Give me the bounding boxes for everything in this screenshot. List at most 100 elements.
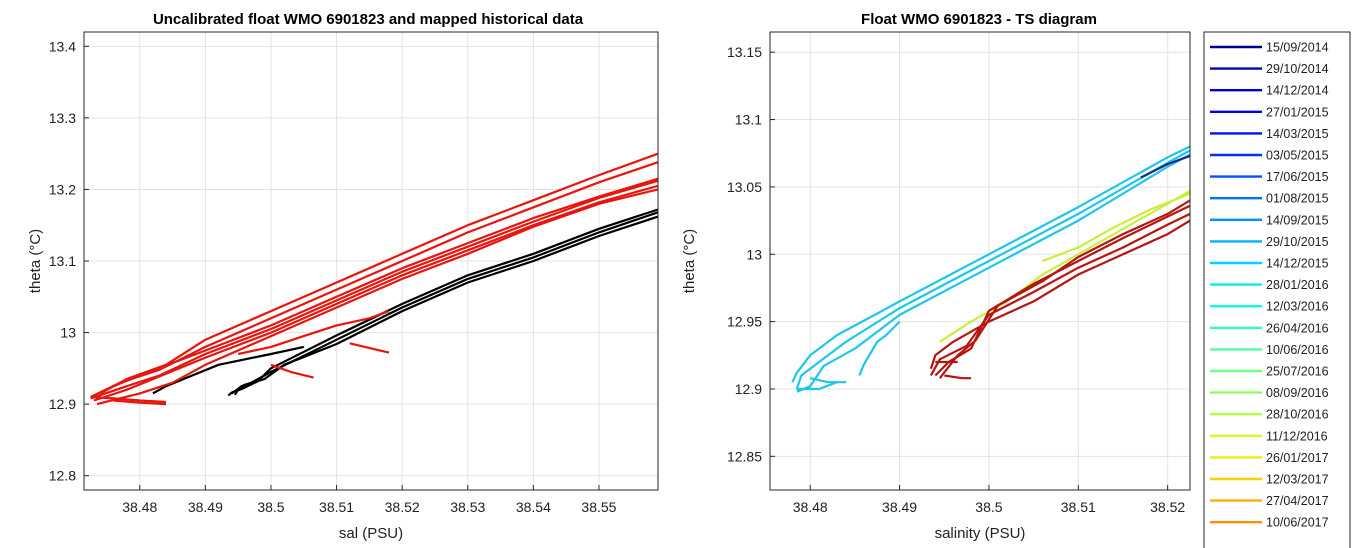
- y-tick-label: 12.9: [49, 396, 76, 412]
- series-2-profile-4: [96, 188, 658, 406]
- x-tick-label: 38.5: [975, 499, 1002, 515]
- legend-label: 03/05/2015: [1266, 149, 1329, 163]
- y-tick-label: 12.8: [49, 468, 76, 484]
- legend-label: 12/03/2017: [1266, 473, 1329, 487]
- x-axis-label: salinity (PSU): [935, 525, 1026, 542]
- x-tick-label: 38.53: [450, 499, 485, 515]
- legend-label: 29/10/2014: [1266, 62, 1329, 76]
- legend-entry: 12/03/2016: [1210, 300, 1329, 314]
- series-2-profile-1: [1140, 154, 1190, 179]
- legend-label: 29/10/2015: [1266, 235, 1329, 249]
- series-4-profile-2: [929, 212, 1190, 377]
- x-tick-label: 38.49: [188, 499, 223, 515]
- legend-label: 27/04/2017: [1266, 494, 1329, 508]
- series-1-profile-2: [791, 145, 1190, 383]
- series-3-profile-1: [939, 190, 1190, 343]
- legend-label: 11/12/2016: [1266, 429, 1328, 443]
- series-2-profile-6: [90, 179, 658, 400]
- legend-entry: 26/04/2016: [1210, 321, 1329, 335]
- legend-label: 15/09/2014: [1266, 41, 1329, 55]
- legend-entry: 10/06/2017: [1210, 516, 1329, 530]
- series-2-profile-10: [349, 342, 390, 354]
- series-2-profile-7: [113, 399, 167, 406]
- series-4-profile-4: [938, 199, 1190, 379]
- series-2-profile-11: [270, 363, 314, 379]
- legend-entry: 29/10/2015: [1210, 235, 1329, 249]
- x-tick-label: 38.54: [516, 499, 551, 515]
- legend-entry: 08/09/2016: [1210, 386, 1329, 400]
- legend-label: 08/09/2016: [1266, 386, 1329, 400]
- x-axis-label: sal (PSU): [339, 525, 403, 542]
- legend-entry: 28/10/2016: [1210, 408, 1329, 422]
- x-tick-label: 38.48: [122, 499, 157, 515]
- x-tick-label: 38.5: [257, 499, 284, 515]
- legend-entry: 12/03/2017: [1210, 473, 1329, 487]
- legend-label: 01/08/2015: [1266, 192, 1329, 206]
- series-4-profile-1: [929, 219, 1190, 370]
- legend-entry: 25/07/2016: [1210, 365, 1329, 379]
- y-tick-label: 13: [746, 246, 762, 262]
- y-tick-label: 13.1: [49, 253, 76, 269]
- y-tick-label: 13.15: [727, 44, 762, 60]
- legend-entry: 17/06/2015: [1210, 170, 1329, 184]
- series-3-profile-2: [1042, 192, 1190, 263]
- series-group: [90, 152, 658, 406]
- x-tick-label: 38.55: [581, 499, 616, 515]
- legend-label: 14/12/2015: [1266, 257, 1329, 271]
- legend-label: 26/01/2017: [1266, 451, 1329, 465]
- y-tick-label: 13.05: [727, 179, 762, 195]
- legend-entry: 29/10/2014: [1210, 62, 1329, 76]
- legend-entry: 03/05/2015: [1210, 149, 1329, 163]
- y-tick-label: 12.9: [735, 381, 762, 397]
- series-1-profile-4: [152, 345, 305, 395]
- legend-entry: 15/09/2014: [1210, 41, 1329, 55]
- legend-label: 14/12/2014: [1266, 84, 1329, 98]
- x-tick-label: 38.51: [319, 499, 354, 515]
- legend-label: 25/07/2016: [1266, 365, 1329, 379]
- series-2-profile-5: [99, 152, 658, 395]
- legend-entry: 10/06/2016: [1210, 343, 1329, 357]
- legend-label: 12/03/2016: [1266, 300, 1329, 314]
- y-tick-label: 13.3: [49, 110, 76, 126]
- x-tick-label: 38.52: [1150, 499, 1185, 515]
- chart-title: Float WMO 6901823 - TS diagram: [861, 11, 1097, 28]
- series-2-profile-2: [93, 184, 658, 402]
- series-2-profile-3: [93, 161, 658, 397]
- series-1-profile-6: [809, 377, 846, 384]
- series-4-profile-5: [944, 374, 972, 380]
- legend-label: 17/06/2015: [1266, 170, 1329, 184]
- series-1-profile-1: [795, 149, 1190, 390]
- grid-lines: [770, 32, 1190, 490]
- y-tick-label: 13.4: [49, 38, 76, 54]
- axes-box: [769, 31, 1191, 491]
- y-tick-label: 13.1: [735, 112, 762, 128]
- y-axis-label: theta (°C): [681, 229, 698, 293]
- chart-title: Uncalibrated float WMO 6901823 and mappe…: [153, 11, 584, 28]
- legend-label: 10/06/2017: [1266, 516, 1329, 530]
- legend-label: 27/01/2015: [1266, 105, 1329, 119]
- legend-entry: 14/03/2015: [1210, 127, 1329, 141]
- series-2-profile-8: [90, 395, 167, 404]
- x-tick-label: 38.48: [793, 499, 828, 515]
- legend-entry: 14/09/2015: [1210, 213, 1329, 227]
- legend-label: 10/06/2016: [1266, 343, 1329, 357]
- chart-panel-2: 38.48 38.49 38.5 38.51 38.52 12.85 12.9 12.95 13…: [681, 11, 1191, 542]
- legend-label: 14/09/2015: [1266, 213, 1329, 227]
- legend-label: 28/01/2016: [1266, 278, 1329, 292]
- series-1-profile-4: [796, 381, 838, 391]
- y-axis-label: theta (°C): [27, 229, 44, 293]
- y-tick-label: 13: [60, 325, 76, 341]
- legend-entry: 26/01/2017: [1210, 451, 1329, 465]
- legend-box: [1203, 31, 1351, 548]
- legend-entry: 27/01/2015: [1210, 105, 1329, 119]
- x-tick-label: 38.51: [1061, 499, 1096, 515]
- x-tick-label: 38.49: [882, 499, 917, 515]
- series-2-profile-9: [237, 310, 390, 356]
- legend-entry: 28/01/2016: [1210, 278, 1329, 292]
- legend-label: 26/04/2016: [1266, 321, 1329, 335]
- legend-entry: 01/08/2015: [1210, 192, 1329, 206]
- legend-label: 14/03/2015: [1266, 127, 1329, 141]
- legend-entry: 11/12/2016: [1210, 429, 1328, 443]
- series-group: [791, 145, 1190, 393]
